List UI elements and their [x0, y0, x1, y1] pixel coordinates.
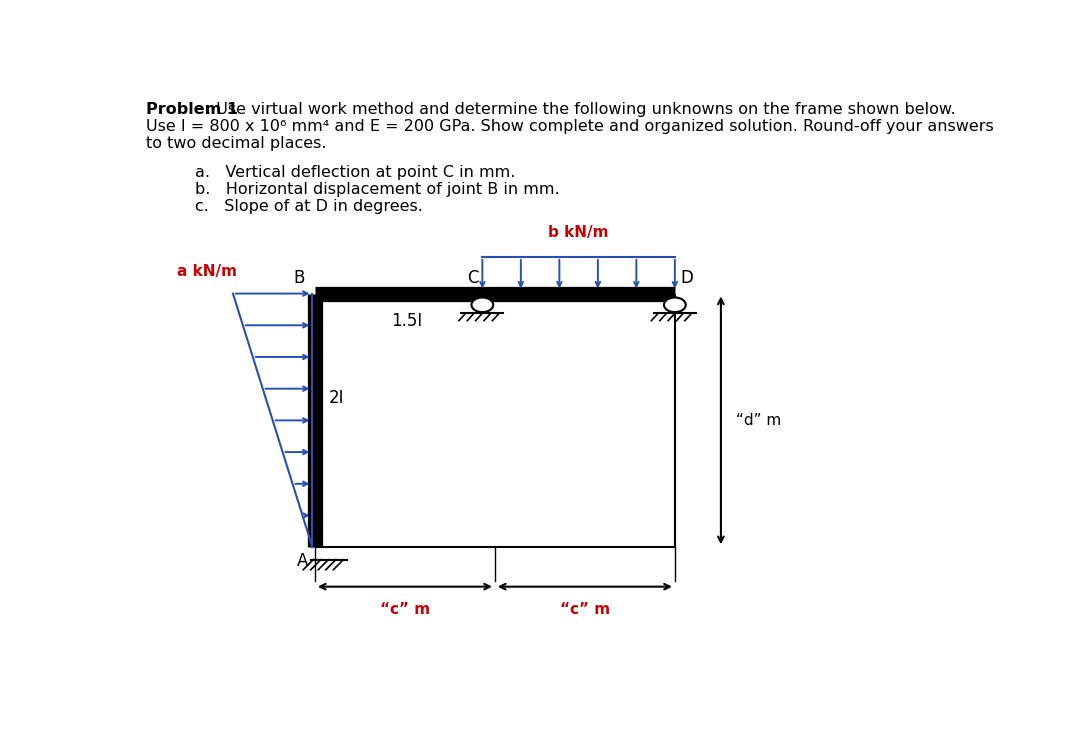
Circle shape [472, 297, 494, 312]
Text: B: B [294, 269, 305, 287]
Text: “d” m: “d” m [735, 413, 781, 428]
Text: Problem 1: Problem 1 [146, 102, 238, 117]
Text: C: C [467, 269, 478, 287]
Text: “c” m: “c” m [380, 602, 430, 618]
Text: Use I = 800 x 10⁶ mm⁴ and E = 200 GPa. Show complete and organized solution. Rou: Use I = 800 x 10⁶ mm⁴ and E = 200 GPa. S… [146, 119, 994, 134]
Text: c.   Slope of at D in degrees.: c. Slope of at D in degrees. [195, 199, 423, 214]
Text: a.   Vertical deflection at point C in mm.: a. Vertical deflection at point C in mm. [195, 165, 515, 180]
Text: D: D [680, 269, 692, 287]
Text: 1.5I: 1.5I [391, 312, 422, 329]
Text: to two decimal places.: to two decimal places. [146, 135, 326, 151]
Text: a kN/m: a kN/m [177, 264, 237, 280]
Text: . Use virtual work method and determine the following unknowns on the frame show: . Use virtual work method and determine … [206, 102, 956, 117]
Text: b kN/m: b kN/m [549, 225, 609, 240]
Text: A: A [297, 552, 308, 569]
Text: b.   Horizontal displacement of joint B in mm.: b. Horizontal displacement of joint B in… [195, 182, 559, 197]
Text: 2I: 2I [328, 389, 343, 407]
Circle shape [664, 297, 686, 312]
Text: “c” m: “c” m [559, 602, 610, 618]
